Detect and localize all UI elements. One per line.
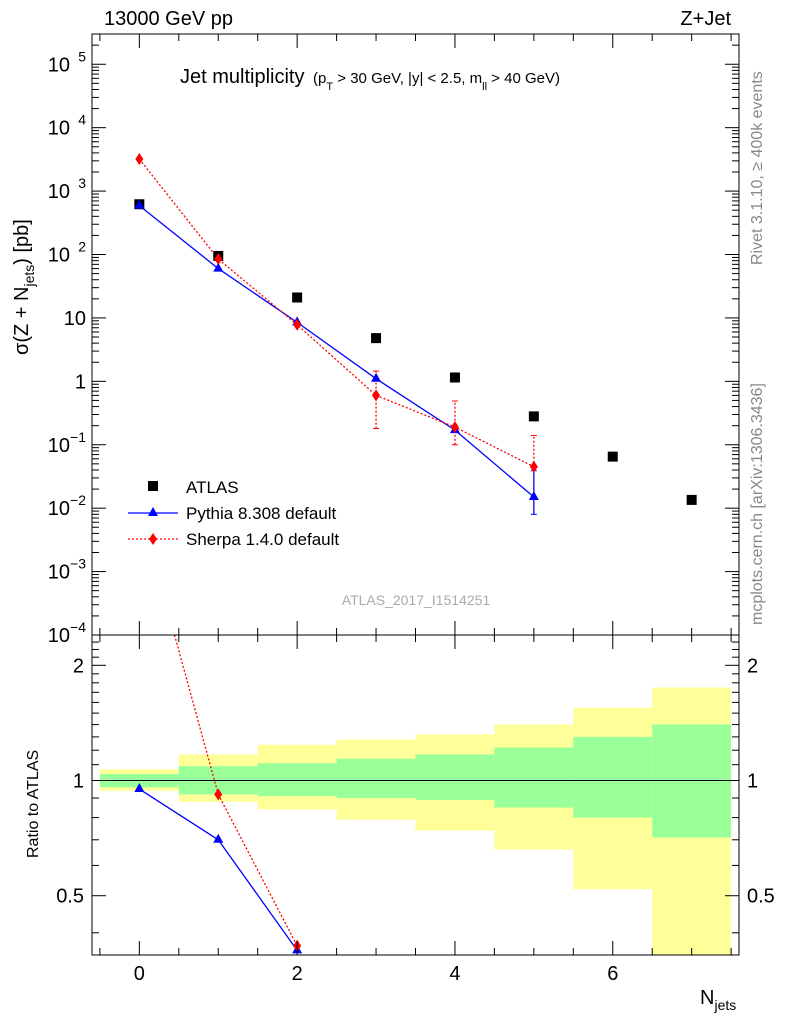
sherpa-data-point	[135, 153, 144, 166]
legend-atlas-marker	[148, 481, 158, 491]
main-y-tick-label: 1	[75, 371, 86, 393]
main-y-tick-label: 10	[48, 181, 70, 203]
atlas-data-point	[371, 333, 382, 344]
ratio-inner-band	[336, 758, 416, 799]
pythia-data-point	[528, 491, 539, 501]
sherpa-data-point	[372, 389, 381, 402]
main-y-tick-label: 10	[64, 308, 86, 330]
ratio-sherpa-line	[217, 794, 298, 947]
atlas-data-point	[528, 411, 539, 422]
ratio-x-tick-label: 0	[134, 963, 145, 985]
rivet-version-label: Rivet 3.1.10, ≥ 400k events	[749, 71, 766, 265]
legend-atlas-label: ATLAS	[186, 478, 239, 497]
legend-sherpa-label: Sherpa 1.4.0 default	[186, 530, 339, 549]
ratio-inner-band	[573, 736, 653, 818]
legend-sherpa-marker	[149, 533, 157, 545]
main-y-tick-exponent: −2	[70, 492, 86, 508]
ratio-inner-band	[257, 763, 337, 797]
legend-entry-atlas: ATLAS	[148, 478, 239, 497]
legend-entry-sherpa: Sherpa 1.4.0 default	[128, 530, 339, 549]
pythia-data-point	[371, 372, 382, 382]
sherpa-data-point	[529, 460, 538, 473]
x-axis-label: Njets	[700, 987, 736, 1013]
atlas-data-point	[607, 451, 618, 462]
plot-title: Jet multiplicity (pT > 30 GeV, |y| < 2.5…	[180, 66, 560, 93]
ratio-plot-data	[92, 634, 739, 955]
main-y-axis-label: σ(Z + Njets) [pb]	[11, 219, 37, 355]
pythia-line	[138, 205, 535, 498]
atlas-data-point	[449, 372, 460, 383]
ratio-plot-ticks: 0.5 0.5 1 1 2 2 0 2 4 6	[56, 635, 775, 985]
main-y-tick-label: 10	[48, 498, 70, 520]
main-y-tick-label: 10	[48, 245, 70, 267]
ratio-x-tick-label: 6	[607, 963, 618, 985]
main-y-tick-exponent: 4	[78, 112, 86, 128]
legend-entry-pythia: Pythia 8.308 default	[128, 504, 337, 523]
ratio-inner-band	[494, 747, 574, 808]
ratio-inner-band	[415, 754, 495, 800]
ratio-y-axis-label: Ratio to ATLAS	[25, 750, 42, 858]
ratio-sherpa-point	[214, 788, 223, 801]
header-process-label: Z+Jet	[680, 8, 731, 30]
ratio-pythia-point	[134, 783, 145, 793]
legend-pythia-marker	[148, 507, 158, 516]
main-y-tick-label: 10	[48, 435, 70, 457]
atlas-data-point	[292, 292, 303, 303]
main-y-tick-label: 10	[48, 562, 70, 584]
main-plot-data	[134, 153, 697, 515]
atlas-data-point	[686, 494, 697, 505]
sherpa-data-point	[293, 318, 302, 331]
sherpa-line	[138, 158, 535, 468]
main-y-tick-label: 10	[48, 54, 70, 76]
ratio-y-tick-label: 0.5	[56, 886, 84, 908]
main-y-tick-exponent: −1	[70, 429, 86, 445]
main-y-tick-label: 10	[48, 625, 70, 647]
pythia-data-point	[213, 262, 224, 272]
mcplots-reference-label: mcplots.cern.ch [arXiv:1306.3436]	[749, 383, 766, 625]
legend-pythia-label: Pythia 8.308 default	[186, 504, 337, 523]
main-y-tick-label: 10	[48, 118, 70, 140]
ratio-y-tick-label: 2	[73, 655, 84, 677]
ratio-pythia-line	[217, 839, 298, 951]
main-y-tick-exponent: 3	[78, 175, 86, 191]
ratio-inner-band	[652, 724, 732, 838]
ratio-sherpa-line	[173, 634, 219, 795]
main-y-tick-exponent: −4	[70, 619, 86, 635]
ratio-y-tick-label-right: 1	[747, 771, 758, 793]
ratio-plot: 0.5 0.5 1 1 2 2 0 2 4 6 Ratio to ATLAS Njets	[25, 634, 775, 1013]
ratio-y-tick-label-right: 0.5	[747, 886, 775, 908]
header-energy-label: 13000 GeV pp	[104, 8, 233, 30]
main-y-tick-exponent: −3	[70, 556, 86, 572]
analysis-watermark: ATLAS_2017_I1514251	[342, 592, 491, 608]
legend: ATLAS Pythia 8.308 default Sherpa 1.4.0 …	[128, 478, 339, 549]
ratio-pythia-line	[138, 788, 219, 841]
pythia-data-point	[134, 199, 145, 209]
ratio-x-tick-label: 2	[292, 963, 303, 985]
ratio-y-tick-label: 1	[73, 771, 84, 793]
ratio-pythia-point	[213, 833, 224, 843]
main-y-tick-exponent: 5	[78, 48, 86, 64]
ratio-y-tick-label-right: 2	[747, 655, 758, 677]
sherpa-data-point	[450, 421, 459, 434]
ratio-x-tick-label: 4	[449, 963, 460, 985]
sherpa-data-point	[214, 252, 223, 265]
main-y-tick-exponent: 2	[78, 239, 86, 255]
